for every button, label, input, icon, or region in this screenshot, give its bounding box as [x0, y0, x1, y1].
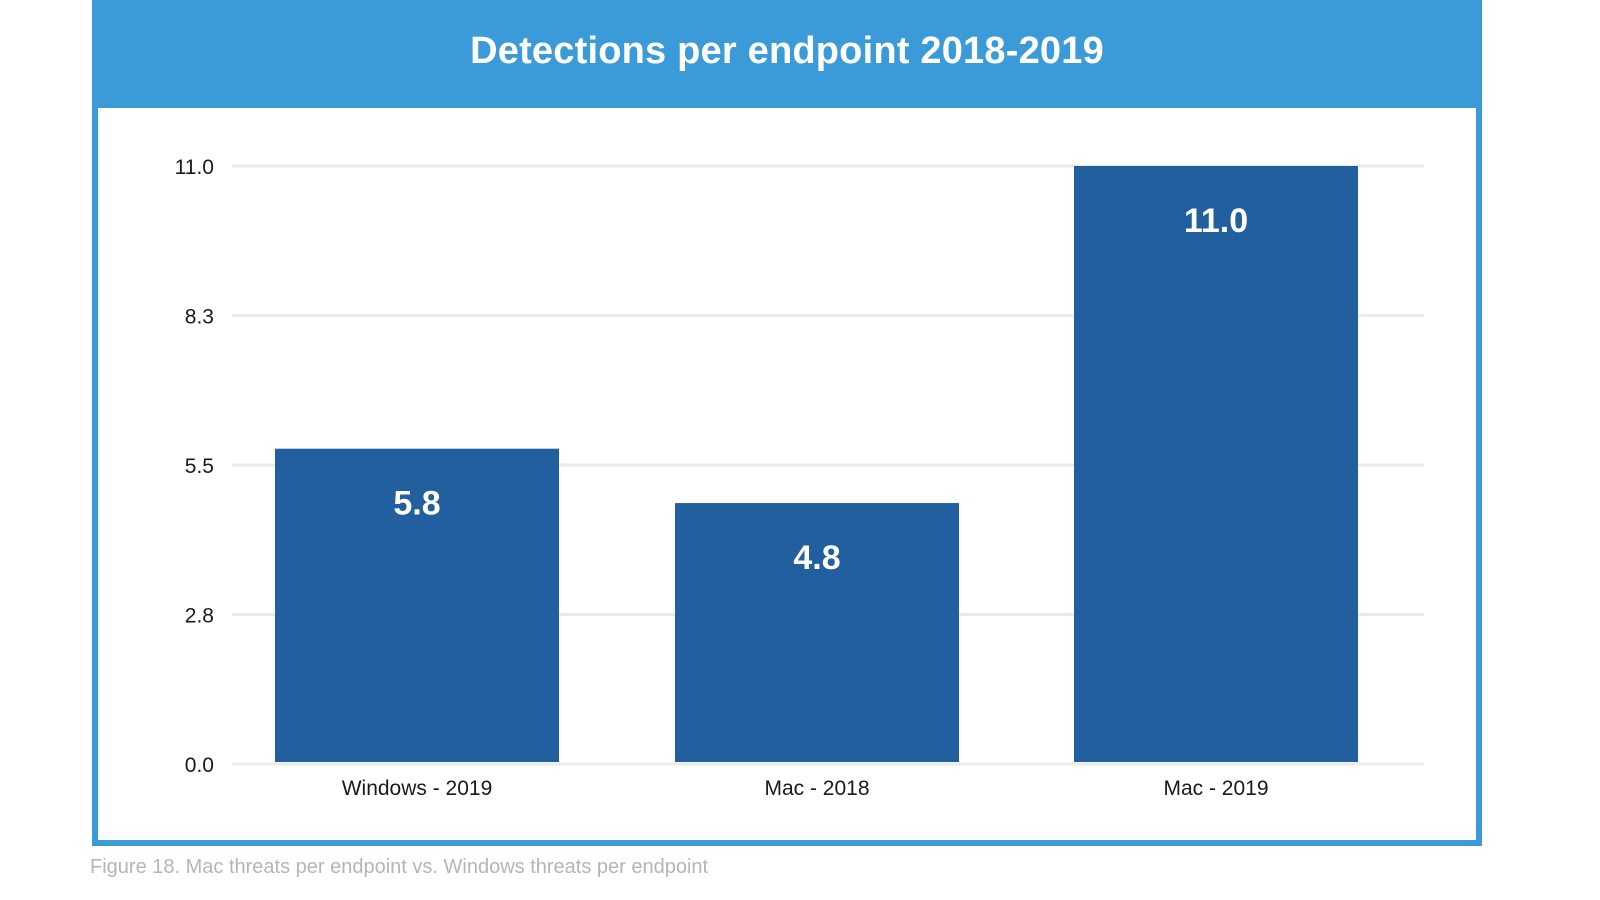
bar-value-label: 11.0: [1184, 202, 1248, 240]
y-tick-label: 2.8: [185, 605, 214, 628]
figure-caption: Figure 18. Mac threats per endpoint vs. …: [90, 856, 709, 878]
bar[interactable]: [275, 448, 559, 762]
x-category-label: Mac - 2019: [1163, 777, 1268, 800]
x-category-label: Mac - 2018: [764, 777, 869, 800]
x-category-label: Windows - 2019: [342, 777, 493, 800]
bar[interactable]: [675, 503, 959, 762]
bar[interactable]: [1074, 166, 1358, 762]
chart-header: Detections per endpoint 2018-2019: [98, 0, 1476, 108]
bar-value-label: 4.8: [793, 539, 840, 577]
y-tick-label: 5.5: [185, 455, 214, 478]
y-tick-label: 8.3: [185, 306, 214, 329]
y-tick-label: 0.0: [185, 754, 214, 777]
y-tick-label: 11.0: [175, 156, 214, 179]
chart-title: Detections per endpoint 2018-2019: [470, 29, 1104, 72]
bar-value-label: 5.8: [393, 485, 440, 523]
